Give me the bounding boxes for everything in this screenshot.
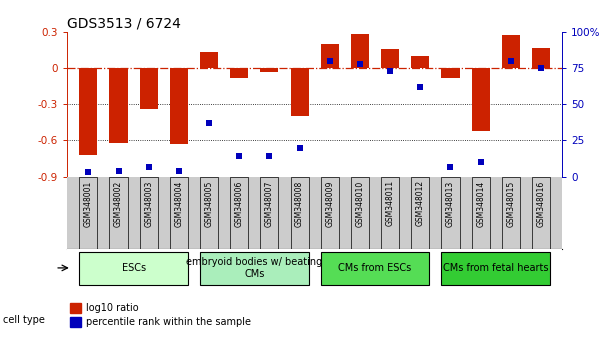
Bar: [109, 68, 128, 143]
Point: [114, 168, 123, 174]
Bar: [79, 252, 188, 285]
Bar: [441, 252, 550, 285]
Text: embryoid bodies w/ beating
CMs: embryoid bodies w/ beating CMs: [186, 257, 323, 279]
Bar: [411, 56, 430, 68]
Bar: [290, 177, 309, 249]
Text: percentile rank within the sample: percentile rank within the sample: [86, 317, 251, 327]
Text: GSM348007: GSM348007: [265, 180, 274, 227]
Point: [265, 154, 274, 159]
Text: GSM348015: GSM348015: [507, 180, 515, 227]
Point: [445, 164, 455, 169]
Text: log10 ratio: log10 ratio: [86, 303, 139, 313]
Bar: [381, 177, 399, 249]
Point: [235, 154, 244, 159]
Bar: [381, 49, 399, 68]
Text: GSM348002: GSM348002: [114, 180, 123, 227]
Bar: [441, 177, 459, 249]
Point: [355, 61, 365, 67]
Text: cell type: cell type: [3, 315, 45, 325]
Point: [476, 159, 486, 165]
Bar: [532, 47, 550, 68]
Text: GSM348005: GSM348005: [205, 180, 213, 227]
Bar: [200, 177, 218, 249]
Bar: [170, 177, 188, 249]
Text: CMs from fetal hearts: CMs from fetal hearts: [443, 263, 549, 273]
Bar: [502, 35, 520, 68]
Point: [204, 120, 214, 126]
Text: GSM348014: GSM348014: [476, 180, 485, 227]
Text: GSM348012: GSM348012: [416, 180, 425, 227]
Bar: [441, 68, 459, 78]
Bar: [502, 177, 520, 249]
Bar: [79, 177, 97, 249]
Point: [536, 65, 546, 71]
Bar: [290, 68, 309, 116]
Point: [174, 168, 184, 174]
Bar: [411, 177, 430, 249]
Text: GSM348006: GSM348006: [235, 180, 244, 227]
Text: GSM348004: GSM348004: [174, 180, 183, 227]
Bar: [109, 177, 128, 249]
Text: CMs from ESCs: CMs from ESCs: [338, 263, 412, 273]
Bar: [230, 177, 248, 249]
Point: [506, 58, 516, 64]
Bar: [79, 68, 97, 155]
Bar: [351, 177, 369, 249]
Bar: [200, 52, 218, 68]
Point: [295, 145, 304, 150]
Text: GSM348011: GSM348011: [386, 180, 395, 227]
Bar: [140, 177, 158, 249]
Bar: [472, 177, 489, 249]
Bar: [351, 34, 369, 68]
Bar: [472, 68, 489, 131]
Bar: [200, 252, 309, 285]
Bar: [321, 252, 430, 285]
Bar: [532, 177, 550, 249]
Bar: [321, 177, 339, 249]
Text: GSM348010: GSM348010: [356, 180, 364, 227]
Point: [415, 84, 425, 90]
Point: [84, 170, 93, 175]
Bar: [260, 68, 279, 72]
Text: GSM348013: GSM348013: [446, 180, 455, 227]
Point: [144, 164, 153, 169]
Text: GSM348003: GSM348003: [144, 180, 153, 227]
Text: ESCs: ESCs: [122, 263, 145, 273]
Text: GSM348001: GSM348001: [84, 180, 93, 227]
Text: GSM348009: GSM348009: [325, 180, 334, 227]
Text: GSM348016: GSM348016: [536, 180, 546, 227]
Bar: [140, 68, 158, 109]
Bar: [260, 177, 279, 249]
Text: GSM348008: GSM348008: [295, 180, 304, 227]
Bar: [230, 68, 248, 78]
Bar: [321, 44, 339, 68]
Bar: [170, 68, 188, 144]
Point: [325, 58, 335, 64]
Point: [385, 68, 395, 74]
Text: GDS3513 / 6724: GDS3513 / 6724: [67, 17, 181, 31]
